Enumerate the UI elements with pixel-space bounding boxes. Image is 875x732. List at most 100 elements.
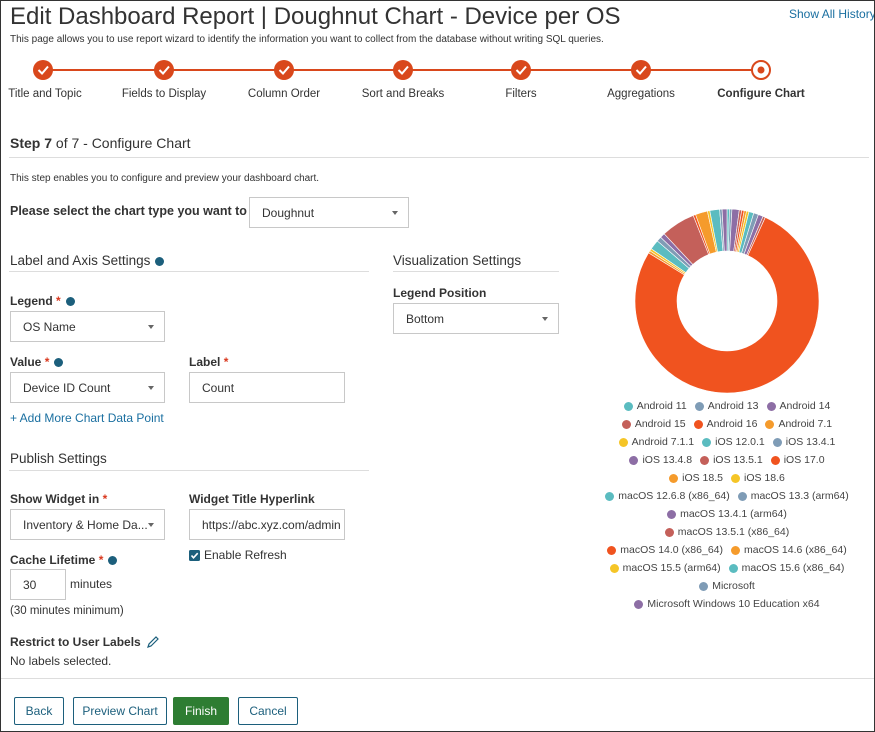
- divider: [9, 470, 369, 471]
- step-check: [278, 65, 290, 75]
- step-done: [274, 60, 294, 80]
- required-marker: *: [56, 294, 61, 308]
- help-icon[interactable]: [155, 256, 165, 266]
- label-axis-heading: Label and Axis Settings: [10, 253, 151, 268]
- step-heading: Step 7 of 7 - Configure Chart: [10, 135, 191, 151]
- legend-label: iOS 13.4.8: [642, 454, 693, 466]
- legend-item: Android 14: [766, 399, 831, 413]
- field-label: Legend *: [10, 294, 75, 308]
- legend-swatch: [605, 491, 615, 501]
- legend-item: Android 16: [693, 417, 758, 431]
- legend-label: Android 16: [706, 418, 758, 430]
- legend-item: iOS 13.4.1: [772, 435, 835, 449]
- step-check: [158, 65, 170, 75]
- restrict-value: No labels selected.: [10, 654, 112, 668]
- legend-label: Android 15: [634, 418, 686, 430]
- back-button[interactable]: Back: [14, 697, 64, 725]
- cancel-button[interactable]: Cancel: [238, 697, 298, 725]
- required-marker: *: [98, 553, 104, 567]
- legend-item: macOS 13.4.1 (arm64): [667, 507, 787, 521]
- restrict-label: Restrict to User Labels: [10, 635, 141, 649]
- legend-label: Legend: [10, 294, 53, 308]
- legend-swatch: [728, 563, 738, 573]
- legend-item: macOS 12.6.8 (x86_64): [605, 489, 730, 503]
- legend-item: Android 15: [621, 417, 686, 431]
- legend-position-label: Legend Position: [393, 286, 487, 300]
- finish-button[interactable]: Finish: [173, 697, 229, 725]
- step-done: [511, 60, 531, 80]
- label-label: Label: [189, 355, 221, 369]
- step-done: [33, 60, 53, 80]
- legend-swatch: [766, 401, 776, 411]
- legend-swatch: [737, 491, 747, 501]
- legend-item: Android 7.1: [765, 417, 832, 431]
- legend-label: macOS 15.6 (x86_64): [741, 562, 845, 574]
- widget-hyperlink-input[interactable]: https://abc.xyz.com/admin: [189, 509, 345, 540]
- step-check: [515, 65, 527, 75]
- legend-item: macOS 13.5.1 (x86_64): [664, 525, 789, 539]
- step-label: Aggregations: [607, 88, 675, 100]
- step-check: [635, 65, 647, 75]
- step-done: [154, 60, 174, 80]
- legend-swatch: [772, 437, 782, 447]
- help-icon[interactable]: [54, 358, 64, 368]
- publish-heading: Publish Settings: [10, 451, 107, 466]
- legend-item: macOS 15.5 (arm64): [609, 561, 721, 575]
- step-label: Sort and Breaks: [361, 88, 445, 100]
- legend-label: Android 7.1.1: [631, 436, 695, 448]
- legend-label: Android 13: [707, 400, 759, 412]
- legend-item: iOS 13.5.1: [700, 453, 763, 467]
- enable-refresh[interactable]: Enable Refresh: [189, 548, 287, 562]
- add-data-point[interactable]: + Add More Chart Data Point: [10, 411, 164, 425]
- legend-position-select[interactable]: Bottom: [393, 303, 559, 334]
- edit-icon[interactable]: [146, 635, 160, 649]
- section-heading: Label and Axis Settings: [10, 253, 165, 268]
- legend-item: iOS 17.0: [770, 453, 825, 467]
- step-label: Configure Chart: [717, 88, 805, 100]
- required-marker: *: [102, 492, 108, 506]
- legend-label: iOS 18.6: [744, 472, 785, 484]
- legend-label: Android 14: [779, 400, 831, 412]
- field-label: Label *: [189, 355, 228, 369]
- legend-swatch: [629, 455, 639, 465]
- legend-label: Android 7.1: [778, 418, 833, 430]
- step-number: Step 7: [10, 135, 53, 151]
- history-link[interactable]: Show All History: [789, 7, 875, 21]
- help-icon[interactable]: [65, 297, 75, 307]
- chart-legend: Android 11 Android 13 Android 14 Android 15…: [601, 399, 853, 611]
- legend-item: macOS 13.3 (arm64): [737, 489, 849, 503]
- cache-lifetime-label: Cache Lifetime: [10, 553, 96, 567]
- legend-select[interactable]: OS Name: [10, 311, 165, 342]
- step-current-dot: [757, 66, 765, 74]
- cache-unit: minutes: [70, 577, 113, 591]
- legend-label: Microsoft Windows 10 Education x64: [647, 598, 820, 610]
- field-label: Value *: [10, 355, 64, 369]
- chart-type-select[interactable]: Doughnut: [249, 197, 409, 228]
- step-done: [631, 60, 651, 80]
- preview-button[interactable]: Preview Chart: [73, 697, 167, 725]
- legend-swatch: [623, 401, 633, 411]
- legend-item: iOS 18.6: [731, 471, 785, 485]
- step-check: [397, 65, 409, 75]
- legend-swatch: [699, 581, 709, 591]
- label-input[interactable]: Count: [189, 372, 345, 403]
- required-marker: *: [223, 355, 229, 369]
- legend-swatch: [700, 455, 710, 465]
- show-widget-select[interactable]: Inventory & Home Da...: [10, 509, 165, 540]
- legend-swatch: [609, 563, 619, 573]
- footer-divider: [1, 678, 874, 679]
- legend-label: Microsoft: [712, 580, 755, 592]
- help-icon[interactable]: [108, 556, 118, 566]
- divider: [9, 271, 369, 272]
- checkbox[interactable]: [189, 549, 200, 561]
- legend-label: macOS 15.5 (arm64): [622, 562, 721, 574]
- value-select[interactable]: Device ID Count: [10, 372, 165, 403]
- required-marker: *: [44, 355, 50, 369]
- divider: [393, 271, 559, 272]
- page-description: This page allows you to use report wizar…: [10, 34, 604, 45]
- legend-swatch: [731, 545, 740, 555]
- legend-swatch: [634, 599, 644, 609]
- cache-lifetime-input[interactable]: 30: [10, 569, 66, 600]
- legend-label: Android 11: [636, 400, 687, 412]
